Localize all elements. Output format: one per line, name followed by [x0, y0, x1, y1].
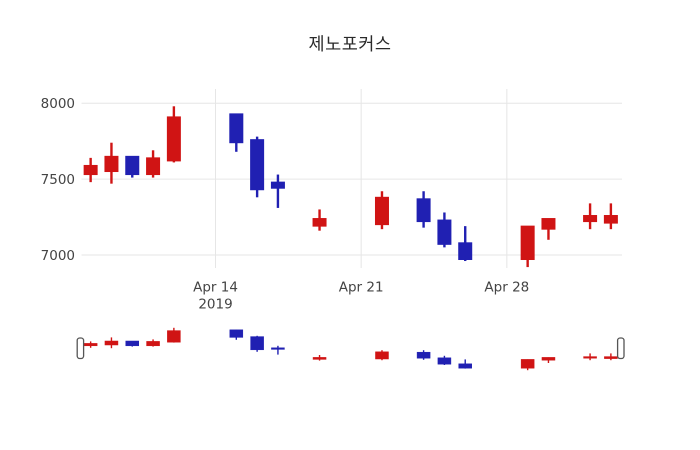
mini-candle-body	[83, 343, 98, 347]
chart-title: 제노포커스	[308, 35, 392, 55]
mini-candle-body	[104, 340, 119, 346]
rangeslider-mini-candle	[167, 327, 181, 343]
mini-candle-body	[375, 351, 389, 360]
candlestick[interactable]	[125, 155, 140, 178]
candlestick[interactable]	[437, 212, 452, 248]
y-tick-label: 7000	[41, 248, 75, 264]
candlestick[interactable]	[583, 203, 598, 230]
rangeslider-mini-candle	[416, 350, 431, 360]
candle-body	[583, 215, 598, 223]
rangeslider-mini-candle	[83, 341, 98, 348]
mini-candle-body	[416, 351, 431, 359]
mini-candle-body	[146, 341, 160, 347]
main-candles	[83, 106, 618, 268]
y-tick-label: 8000	[41, 96, 75, 112]
rangeslider-mini-candle	[375, 350, 389, 361]
candlestick[interactable]	[250, 136, 265, 198]
candle-body	[520, 225, 535, 261]
mini-candle-body	[229, 329, 244, 338]
rangeslider	[76, 326, 625, 373]
candle-body	[541, 218, 556, 230]
candlestick[interactable]	[603, 203, 618, 230]
rangeslider-mini-candle	[541, 357, 556, 363]
candle-body	[125, 155, 140, 176]
candle-body	[229, 113, 244, 144]
x-tick-year-label: 2019	[198, 297, 232, 313]
rangeslider-mini-candle	[604, 353, 618, 361]
y-tick-label: 7500	[41, 172, 75, 188]
candlestick[interactable]	[312, 209, 327, 231]
mini-candle-body	[541, 357, 556, 361]
mini-candle-body	[583, 356, 597, 359]
candle-body	[270, 181, 285, 189]
candlestick[interactable]	[416, 191, 431, 228]
candle-body	[104, 155, 119, 173]
rangeslider-mini-candle	[104, 337, 119, 349]
candlestick[interactable]	[146, 150, 161, 178]
candle-body	[458, 242, 473, 261]
mini-candle-body	[167, 330, 181, 343]
mini-candle-body	[520, 359, 535, 369]
candlestick[interactable]	[374, 191, 389, 230]
mini-candle-body	[458, 363, 472, 369]
rangeslider-mini-candle	[250, 335, 264, 352]
candle-body	[312, 218, 327, 227]
candlestick[interactable]	[104, 142, 119, 184]
candle-body	[250, 139, 265, 191]
rangeslider-track[interactable]	[77, 326, 624, 373]
rangeslider-mini-candle	[520, 359, 535, 371]
rangeslider-mini-candle	[458, 359, 472, 369]
mini-candle-body	[125, 340, 140, 347]
rangeslider-mini-candle	[229, 329, 244, 340]
candlestick[interactable]	[520, 225, 535, 268]
rangeslider-mini-candle	[437, 355, 452, 365]
candle-body	[83, 164, 98, 176]
rangeslider-mini-candle	[583, 353, 597, 361]
rangeslider-mini-candle	[125, 340, 140, 347]
rangeslider-mini-candle	[312, 355, 327, 361]
mini-candle-body	[271, 347, 285, 350]
rangeslider-handle-left[interactable]	[76, 337, 85, 360]
rangeslider-mini-candle	[271, 345, 285, 355]
candlestick[interactable]	[83, 157, 98, 183]
mini-candle-body	[437, 357, 452, 365]
x-tick-label: Apr 28	[484, 280, 529, 296]
candlestick[interactable]	[458, 226, 473, 262]
x-tick-label: Apr 14	[193, 280, 238, 296]
candle-body	[146, 157, 161, 176]
rangeslider-handle-right[interactable]	[616, 337, 625, 360]
candle-body	[374, 196, 389, 226]
rangeslider-mini-candle	[146, 339, 160, 347]
candle-body	[416, 198, 431, 223]
candle-body	[603, 215, 618, 224]
candlestick[interactable]	[270, 174, 285, 208]
mini-candle-body	[312, 357, 327, 360]
candle-body	[437, 219, 452, 245]
mini-candle-body	[250, 336, 264, 351]
mini-candle-body	[604, 356, 618, 359]
candlestick[interactable]	[166, 106, 181, 163]
candlestick[interactable]	[541, 218, 556, 240]
candlestick[interactable]	[229, 113, 244, 152]
gridlines	[81, 89, 622, 268]
candle-body	[166, 116, 181, 162]
x-tick-label: Apr 21	[339, 280, 384, 296]
